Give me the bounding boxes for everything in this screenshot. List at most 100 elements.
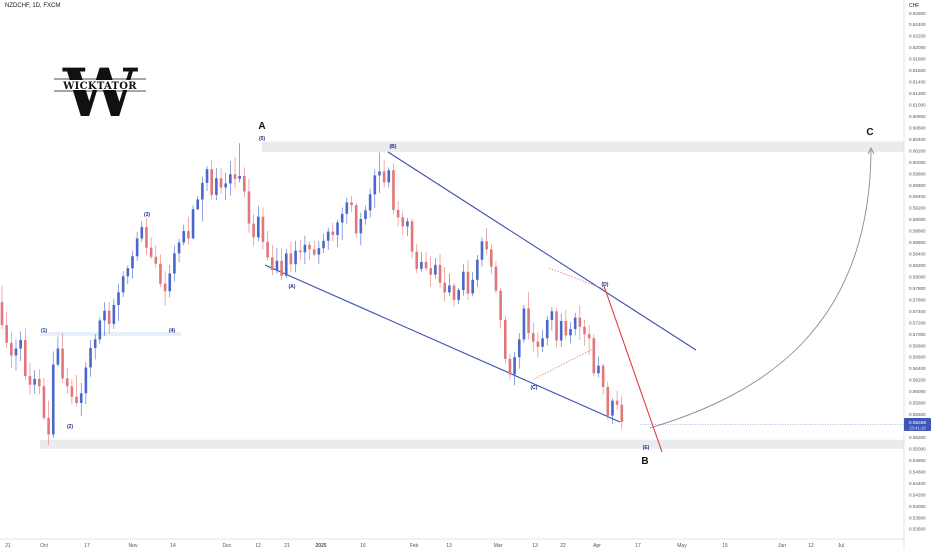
- price-tick-label: 0.58600: [909, 240, 926, 245]
- bullish-candle: [224, 172, 227, 201]
- candle-body: [499, 290, 502, 320]
- candle-body: [51, 364, 55, 435]
- candle-body: [410, 221, 414, 252]
- bullish-candle: [448, 273, 451, 296]
- candle-body: [611, 400, 614, 416]
- bearish-candle: [107, 302, 111, 334]
- candle-body: [620, 404, 624, 422]
- bearish-candle: [494, 260, 498, 294]
- bearish-candle: [466, 260, 470, 300]
- candle-body: [261, 216, 265, 242]
- candle-body: [135, 238, 139, 257]
- bearish-candle: [145, 217, 148, 256]
- countdown-value: 23:41:18: [909, 426, 926, 431]
- price-tick-label: 0.54600: [909, 469, 926, 474]
- bullish-candle: [569, 322, 572, 344]
- candle-body: [107, 310, 111, 324]
- bullish-candle: [201, 176, 204, 222]
- bullish-candle: [340, 207, 344, 241]
- bearish-candle: [536, 331, 540, 358]
- candle-body: [298, 250, 302, 253]
- price-tick-label: 0.53600: [909, 527, 926, 532]
- candle-body: [490, 249, 493, 267]
- candle-body: [555, 311, 558, 341]
- bearish-candle: [527, 292, 530, 340]
- bearish-candle: [443, 267, 446, 302]
- bullish-candle: [545, 315, 549, 346]
- bullish-candle: [182, 224, 186, 246]
- candle-body: [340, 213, 344, 223]
- candle-body: [494, 266, 498, 291]
- candle-body: [364, 210, 367, 219]
- bearish-candle: [382, 159, 386, 188]
- candle-body: [545, 319, 549, 339]
- wave-1-zone: [40, 331, 181, 336]
- candle-body: [103, 310, 106, 321]
- candle-body: [112, 304, 116, 324]
- bearish-candle: [438, 253, 442, 288]
- candle-body: [294, 250, 297, 265]
- bullish-candle: [550, 307, 554, 331]
- bullish-candle: [326, 227, 330, 250]
- bearish-candle: [401, 211, 405, 236]
- candle-body: [210, 169, 213, 195]
- bearish-candle: [601, 364, 605, 395]
- bearish-candle: [587, 325, 591, 355]
- bearish-candle: [312, 240, 316, 257]
- wave-label: (D): [602, 282, 609, 288]
- candle-body: [597, 365, 600, 374]
- price-tick-label: 0.58800: [909, 229, 926, 234]
- dotted-line-c-e: [533, 348, 594, 380]
- candle-body: [368, 194, 372, 211]
- candle-body: [196, 199, 200, 210]
- candle-body: [270, 257, 274, 271]
- candle-body: [434, 264, 437, 275]
- candle-body: [359, 218, 363, 234]
- candle-body: [140, 227, 144, 239]
- candle-body: [233, 174, 237, 179]
- bullish-candle: [336, 219, 339, 248]
- candle-body: [564, 321, 568, 336]
- resistance-zone: [262, 141, 904, 152]
- price-tick-label: 0.61200: [909, 91, 926, 96]
- bullish-candle: [368, 188, 372, 218]
- date-tick-label: 15: [722, 543, 728, 549]
- candle-body: [336, 222, 339, 236]
- bearish-candle: [606, 381, 610, 420]
- currency-label: CHF: [909, 3, 920, 9]
- candle-body: [65, 378, 69, 387]
- red-trend-line: [603, 285, 663, 453]
- wave-overlays: [533, 146, 904, 453]
- bullish-candle: [322, 233, 325, 254]
- candle-body: [47, 417, 50, 435]
- major-wave-label: C: [866, 127, 873, 138]
- major-wave-label: B: [641, 456, 648, 467]
- bullish-candle: [462, 263, 465, 296]
- price-tick-label: 0.56200: [909, 378, 926, 383]
- bullish-candle: [522, 304, 526, 343]
- price-tick-label: 0.59000: [909, 217, 926, 222]
- price-tick-label: 0.61800: [909, 57, 926, 62]
- bullish-candle: [117, 283, 120, 322]
- bearish-candle: [410, 218, 414, 258]
- bearish-candle: [592, 334, 596, 377]
- price-tick-label: 0.62200: [909, 34, 926, 39]
- bearish-candle: [429, 256, 433, 287]
- bullish-candle: [476, 255, 479, 287]
- price-tick-label: 0.59400: [909, 194, 926, 199]
- price-tick-label: 0.62600: [909, 11, 926, 16]
- price-tick-label: 0.57600: [909, 297, 926, 302]
- bearish-candle: [564, 310, 568, 340]
- price-tick-label: 0.55600: [909, 412, 926, 417]
- price-tick-label: 0.57800: [909, 286, 926, 291]
- bullish-candle: [406, 217, 409, 237]
- candle-body: [79, 393, 83, 404]
- candle-body: [424, 261, 428, 269]
- candle-body: [177, 242, 181, 254]
- bearish-candle: [243, 167, 246, 198]
- bullish-candle: [434, 257, 437, 279]
- bullish-candle: [19, 331, 22, 362]
- bearish-candle: [298, 239, 302, 261]
- bullish-candle: [275, 248, 279, 274]
- bearish-candle: [424, 251, 428, 272]
